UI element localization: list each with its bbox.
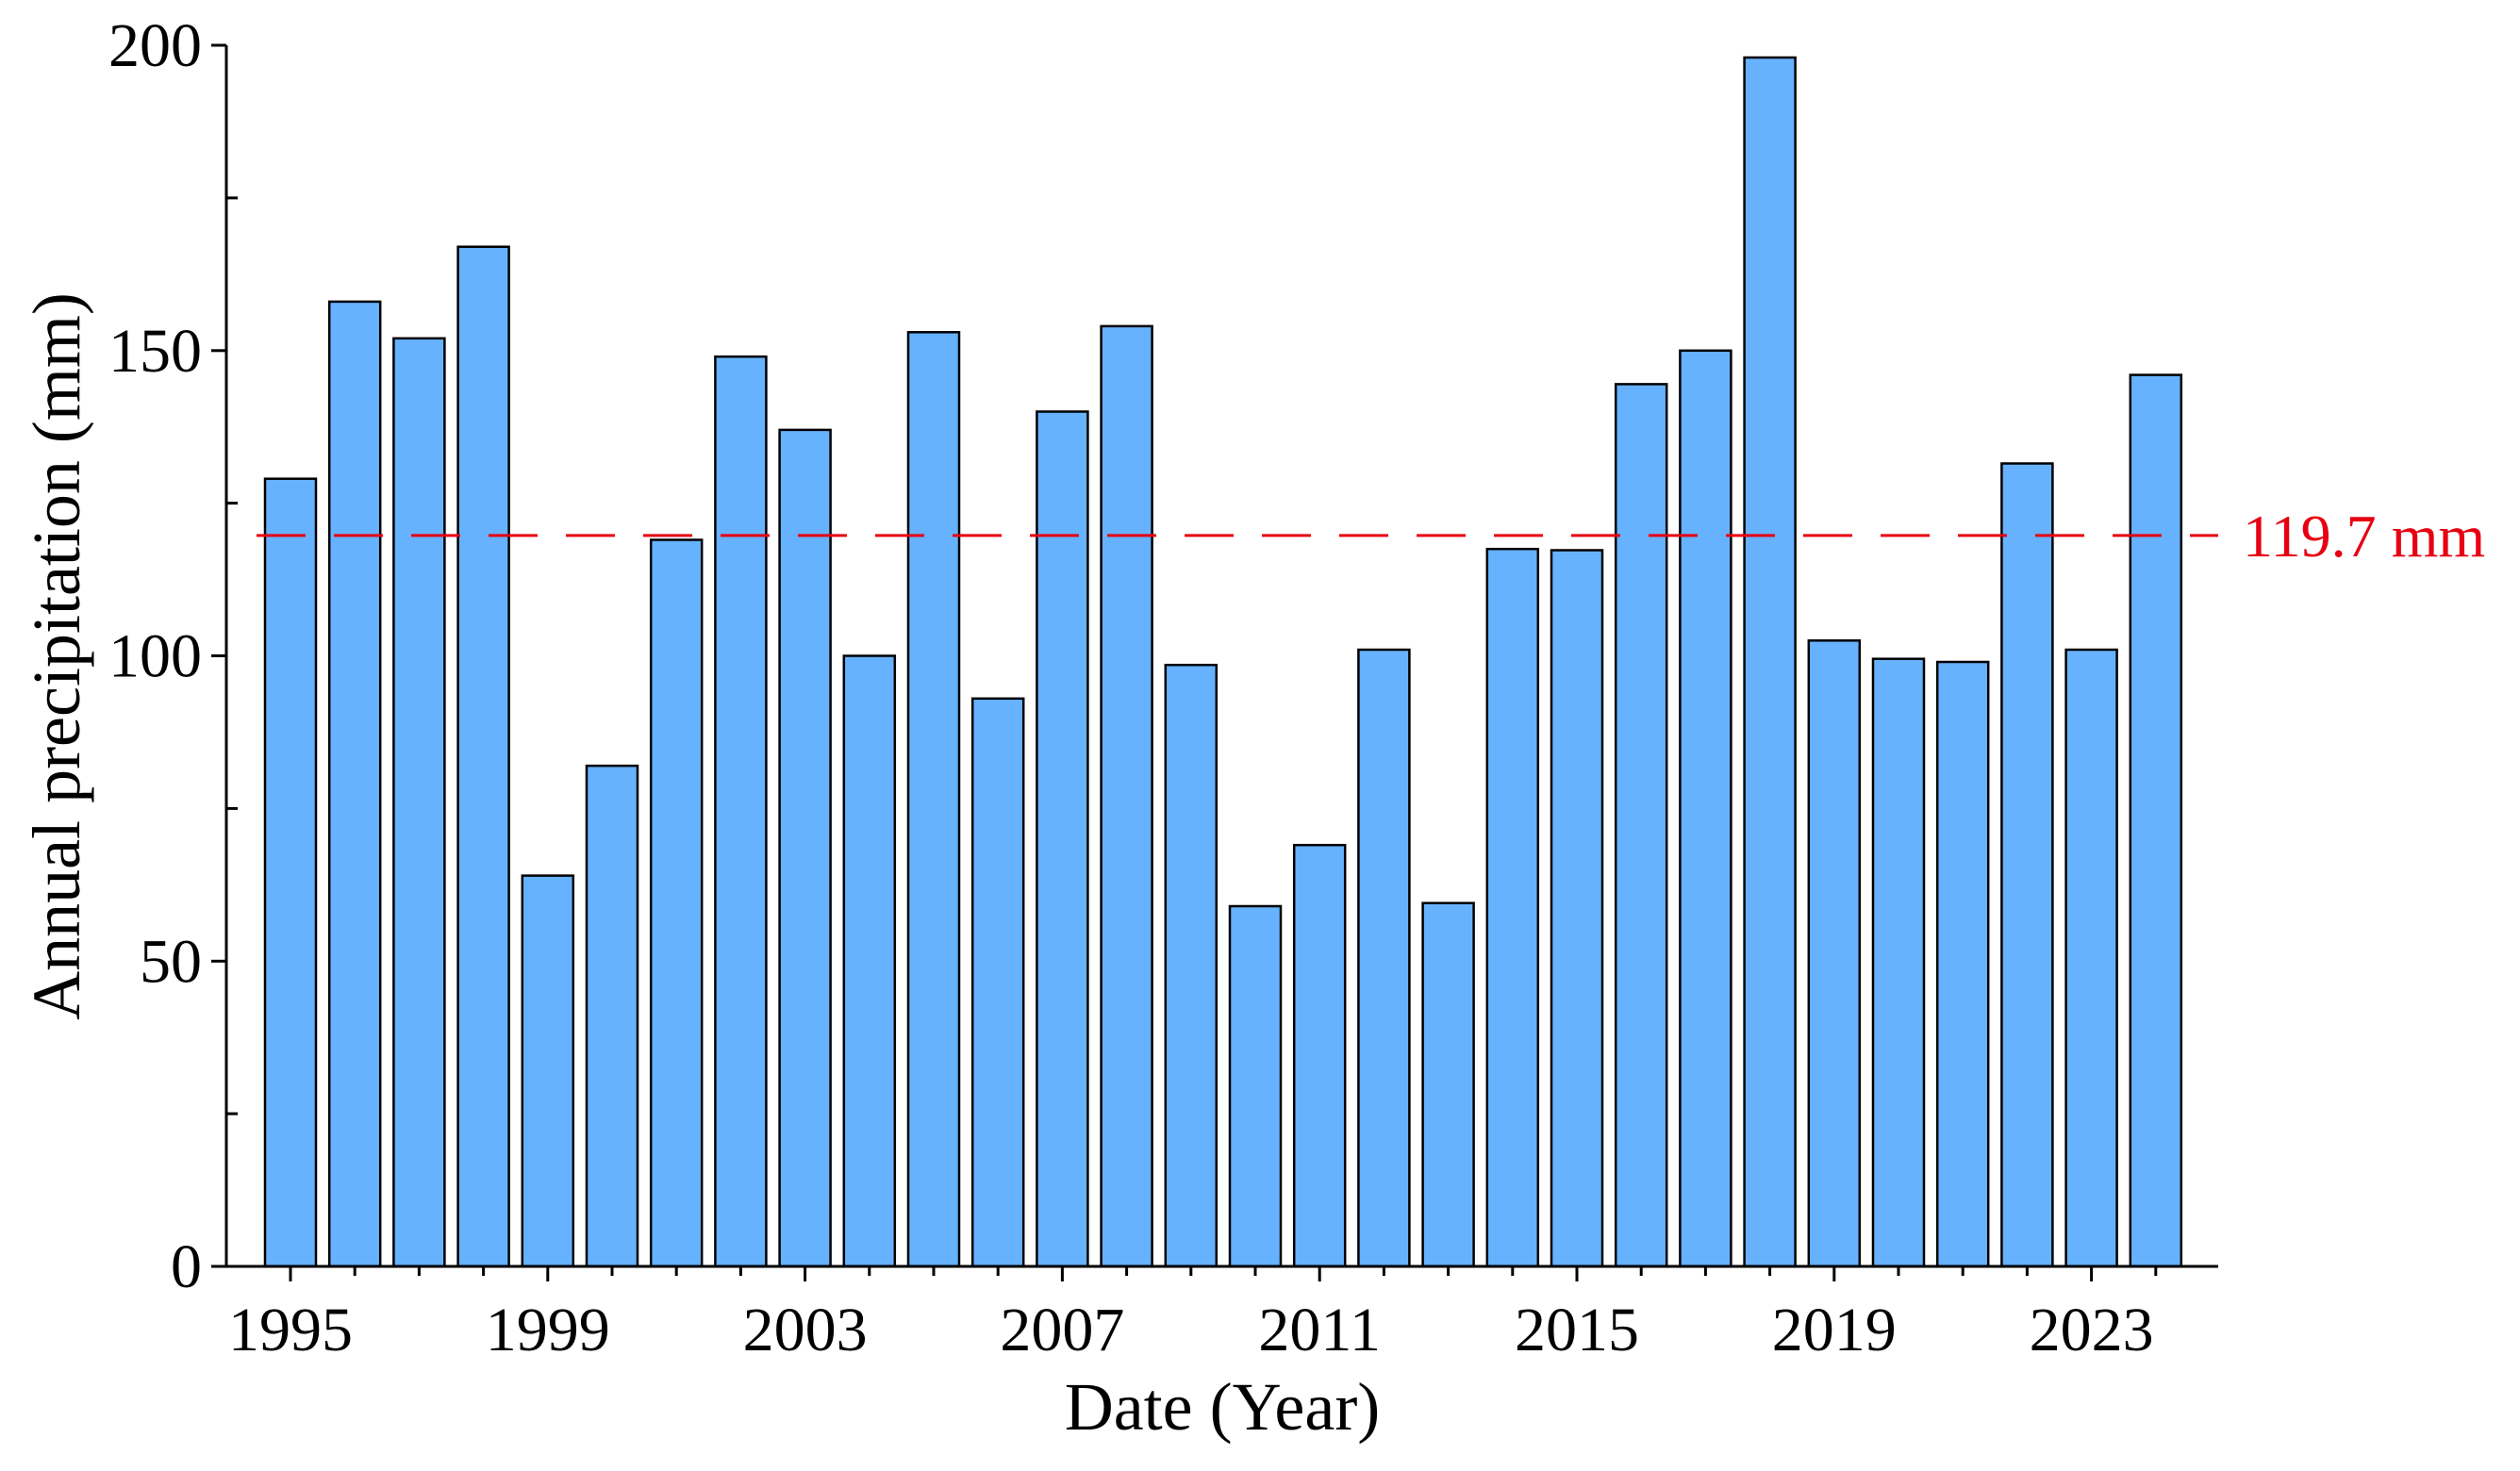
x-tick-label-2019: 2019 <box>1772 1296 1897 1364</box>
bar-2006 <box>970 697 1025 1268</box>
bar-2014 <box>1485 547 1540 1268</box>
x-tick-label-2015: 2015 <box>1515 1296 1639 1364</box>
x-tick-label-1999: 1999 <box>486 1296 610 1364</box>
y-tick-label-0: 0 <box>171 1232 202 1301</box>
bar-2000 <box>585 764 639 1268</box>
bar-2002 <box>714 355 768 1268</box>
x-axis-title: Date (Year) <box>1065 1369 1381 1445</box>
axes-layer <box>211 43 2218 1281</box>
y-tick-label-150: 150 <box>108 317 202 386</box>
reference-line-layer: 119.7 mm <box>257 503 2485 570</box>
bar-2004 <box>842 654 897 1268</box>
bar-2023 <box>2064 648 2118 1268</box>
x-tick-label-2003: 2003 <box>743 1296 868 1364</box>
bar-2021 <box>1935 660 1990 1268</box>
bar-2024 <box>2129 373 2183 1268</box>
bar-2003 <box>778 428 832 1268</box>
bar-2009 <box>1164 663 1219 1268</box>
bar-2012 <box>1357 648 1411 1268</box>
bar-2022 <box>2000 462 2054 1268</box>
bar-2013 <box>1421 901 1475 1268</box>
y-tick-label-100: 100 <box>108 622 202 691</box>
x-tick-label-2007: 2007 <box>1000 1296 1124 1364</box>
bar-1995 <box>263 477 318 1268</box>
x-tick-label-2023: 2023 <box>2030 1296 2154 1364</box>
y-axis-title: Annual precipitation (mm) <box>19 292 94 1020</box>
bar-2019 <box>1807 639 1862 1268</box>
x-tick-label-1995: 1995 <box>228 1296 353 1364</box>
bar-2016 <box>1614 383 1668 1268</box>
bar-2011 <box>1292 843 1347 1268</box>
bar-2018 <box>1743 56 1797 1268</box>
bar-2020 <box>1871 657 1926 1268</box>
bar-2010 <box>1228 904 1283 1268</box>
y-tick-label-200: 200 <box>108 11 202 80</box>
mean-reference-label: 119.7 mm <box>2243 503 2485 570</box>
bars-layer <box>263 56 2183 1268</box>
bar-2017 <box>1679 349 1732 1268</box>
bar-1998 <box>456 245 510 1268</box>
y-tick-label-50: 50 <box>140 927 202 996</box>
bar-1996 <box>327 300 382 1268</box>
bar-2005 <box>906 331 961 1268</box>
bar-2001 <box>649 538 704 1268</box>
bar-2008 <box>1100 324 1153 1268</box>
bar-2015 <box>1550 549 1604 1268</box>
bar-1999 <box>521 874 575 1268</box>
bar-1997 <box>392 337 446 1268</box>
x-tick-label-2011: 2011 <box>1258 1296 1381 1364</box>
bar-2007 <box>1036 410 1089 1268</box>
labels-layer: 0 50 100 150 200 1995 1999 2003 2007 2011 2015 2019… <box>19 11 2154 1445</box>
